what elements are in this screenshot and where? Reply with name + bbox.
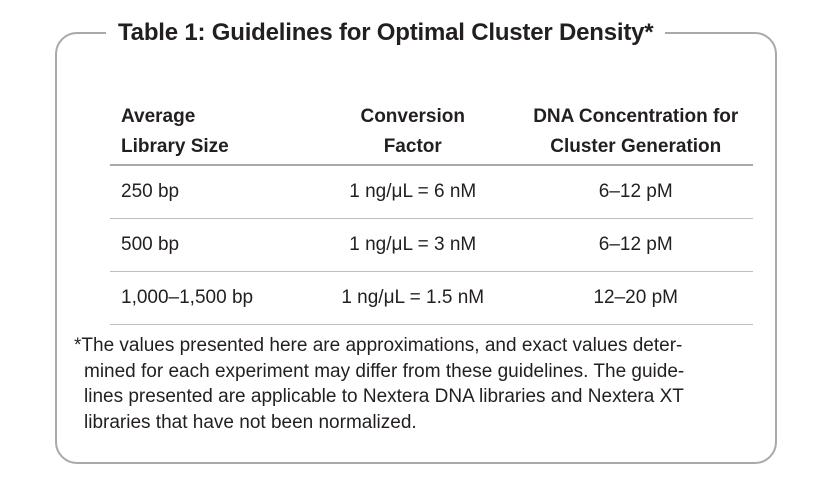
cell-library-size: 250 bp <box>110 165 307 219</box>
cell-dna-concentration: 12–20 pM <box>518 271 753 325</box>
footnote-line: mined for each experiment may differ fro… <box>84 360 685 382</box>
header-dna-concentration: DNA Concentration for Cluster Generation <box>518 100 753 166</box>
footnote-line: lines presented are applicable to Nexter… <box>84 386 684 407</box>
cell-conversion-factor: 1 ng/μL = 3 nM <box>306 218 519 272</box>
table-row: 1,000–1,500 bp 1 ng/μL = 1.5 nM 12–20 pM <box>110 271 753 325</box>
table-footnote: *The values presented here are approxima… <box>74 333 764 435</box>
cell-conversion-factor: 1 ng/μL = 1.5 nM <box>306 271 519 325</box>
header-conversion-factor: Conversion Factor <box>306 100 519 166</box>
table-row: 500 bp 1 ng/μL = 3 nM 6–12 pM <box>110 218 753 272</box>
table-row: 250 bp 1 ng/μL = 6 nM 6–12 pM <box>110 165 753 219</box>
table-title: Table 1: Guidelines for Optimal Cluster … <box>106 16 666 50</box>
footnote-line: *The values presented here are approxima… <box>74 335 683 356</box>
footnote-line: libraries that have not been normalized. <box>84 411 417 433</box>
cell-library-size: 1,000–1,500 bp <box>110 271 307 325</box>
table-header-row: Average Library Size Conversion Factor D… <box>110 100 753 166</box>
cell-dna-concentration: 6–12 pM <box>518 218 753 272</box>
cell-library-size: 500 bp <box>110 218 307 272</box>
cell-conversion-factor: 1 ng/μL = 6 nM <box>306 165 519 219</box>
cell-dna-concentration: 6–12 pM <box>518 165 753 219</box>
header-library-size: Average Library Size <box>110 100 307 166</box>
cluster-density-table: Average Library Size Conversion Factor D… <box>110 100 753 325</box>
